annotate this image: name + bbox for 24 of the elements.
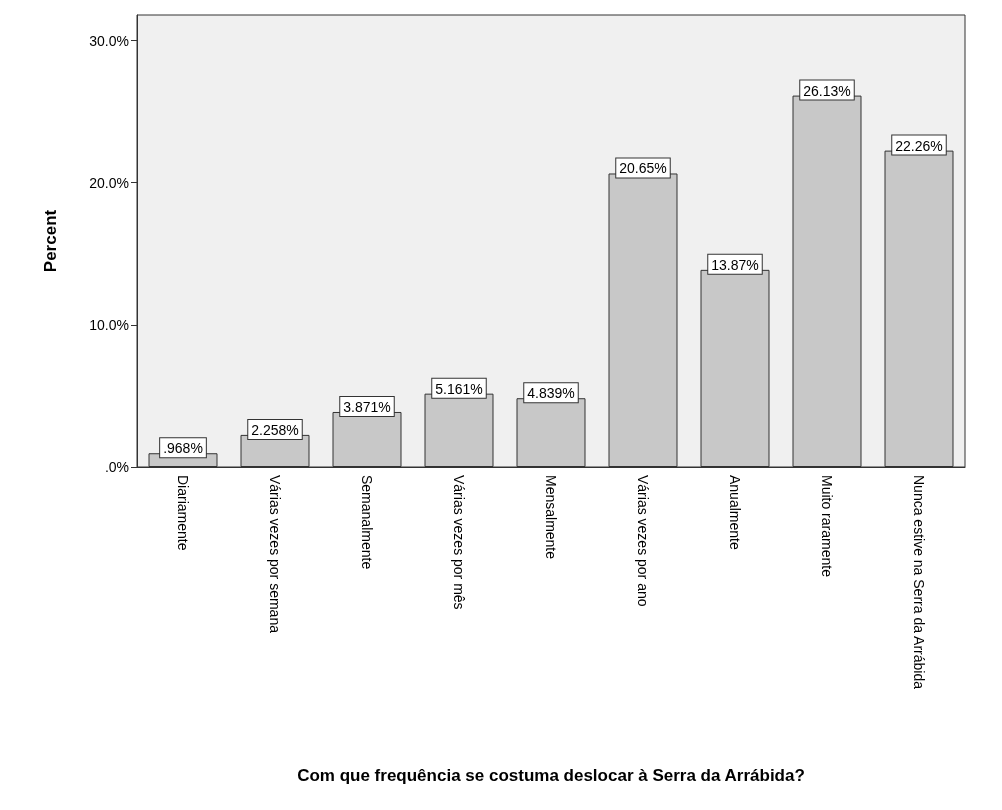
data-label: 13.87%	[711, 256, 759, 273]
x-tick-label: Nunca estive na Serra da Arrábida	[911, 475, 927, 690]
data-label: 4.839%	[527, 385, 575, 402]
data-label: 20.65%	[619, 160, 667, 177]
data-label: 26.13%	[803, 82, 851, 99]
y-tick-label: 20.0%	[89, 174, 129, 191]
data-label: 5.161%	[435, 380, 483, 397]
y-tick-label: 30.0%	[89, 32, 129, 49]
data-label: 2.258%	[251, 421, 299, 438]
x-axis-title: Com que frequência se costuma deslocar à Serra da Arrábida?	[297, 766, 805, 785]
x-tick-label: Várias vezes por mês	[451, 475, 467, 610]
y-tick-label: 10.0%	[89, 316, 129, 333]
x-tick-label: Diariamente	[175, 475, 191, 551]
y-axis-title: Percent	[41, 209, 60, 273]
x-tick-label: Muito raramente	[819, 475, 835, 578]
x-tick-label: Várias vezes por semana	[267, 475, 283, 634]
y-tick-label: .0%	[104, 459, 129, 475]
data-label: .968%	[163, 440, 203, 457]
x-tick-label: Mensalmente	[543, 475, 559, 560]
data-label: 22.26%	[895, 137, 943, 154]
x-tick-label: Várias vezes por ano	[635, 475, 651, 607]
x-tick-label: Anualmente	[727, 475, 743, 550]
data-label: 3.871%	[343, 398, 391, 415]
x-tick-label: Semanalmente	[359, 475, 375, 570]
